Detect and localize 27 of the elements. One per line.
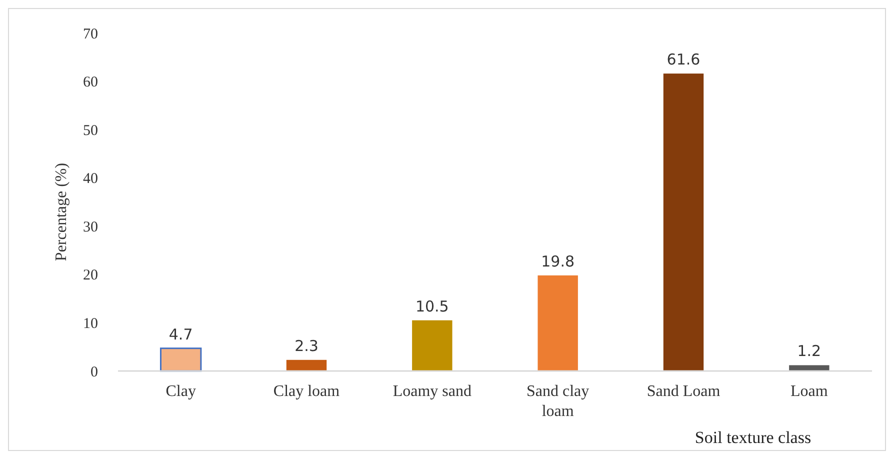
y-tick-label: 20 (83, 268, 98, 284)
x-tick-label: Clay loam (273, 383, 340, 400)
y-tick-label: 50 (83, 122, 98, 139)
bar (286, 360, 327, 371)
y-tick-label: 30 (83, 219, 98, 236)
bar (412, 320, 452, 371)
x-tick-label: Clay (166, 383, 196, 400)
data-label: 10.5 (415, 297, 449, 316)
data-label: 61.6 (666, 50, 700, 69)
data-label: 19.8 (541, 252, 575, 270)
y-axis-title: Percentage (%) (53, 162, 70, 262)
bar (538, 275, 578, 371)
x-tick-label: Loamy sand (392, 383, 472, 400)
y-tick-label: 0 (90, 364, 98, 380)
data-label: 1.2 (797, 342, 822, 360)
y-tick-label: 10 (83, 316, 98, 332)
y-tick-label: 60 (83, 74, 98, 91)
bar (663, 74, 704, 371)
data-label: 2.3 (294, 336, 318, 355)
x-tick-label: Sand Loam (646, 383, 721, 400)
y-tick-label: 70 (83, 26, 98, 42)
x-tick-label: Loam (790, 383, 828, 400)
y-tick-label: 40 (83, 171, 98, 188)
x-axis-title: Soil texture class (694, 428, 812, 447)
bar (789, 365, 830, 371)
data-label: 4.7 (168, 325, 193, 344)
x-tick-label: Sand clay loam (526, 383, 590, 420)
